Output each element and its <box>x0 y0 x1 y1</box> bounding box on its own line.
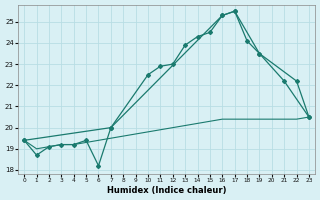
X-axis label: Humidex (Indice chaleur): Humidex (Indice chaleur) <box>107 186 226 195</box>
